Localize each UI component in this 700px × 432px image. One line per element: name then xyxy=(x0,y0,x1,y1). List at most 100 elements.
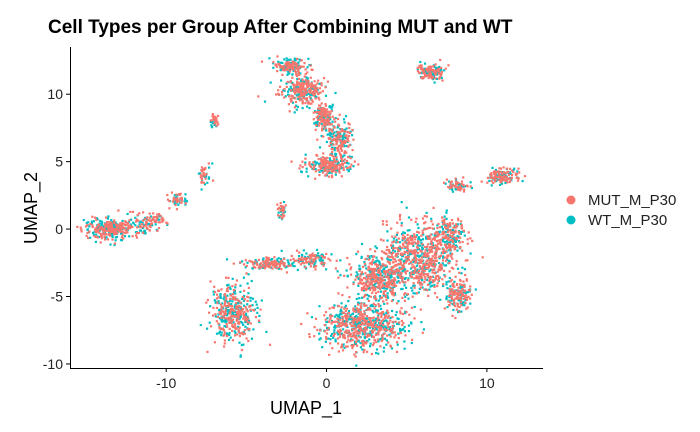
mut-point xyxy=(368,316,371,320)
mut-point xyxy=(425,260,428,263)
mut-point xyxy=(338,331,341,334)
mut-point xyxy=(309,64,312,67)
mut-point xyxy=(421,265,424,268)
mut-point xyxy=(367,280,370,283)
mut-point xyxy=(334,320,337,323)
wt-point xyxy=(197,172,200,175)
mut-point xyxy=(259,266,262,269)
mut-point xyxy=(359,327,362,331)
mut-point xyxy=(338,169,341,172)
wt-point xyxy=(318,338,321,341)
mut-point xyxy=(281,69,284,72)
mut-point xyxy=(387,325,390,328)
mut-point xyxy=(284,62,287,65)
wt-point xyxy=(405,206,408,209)
mut-point xyxy=(451,240,454,243)
mut-point xyxy=(463,188,466,191)
wt-point xyxy=(333,146,336,149)
mut-point xyxy=(204,167,207,170)
mut-point xyxy=(430,239,433,242)
mut-point xyxy=(447,185,450,189)
wt-point xyxy=(141,221,144,225)
mut-point xyxy=(224,300,227,303)
mut-point xyxy=(429,236,432,239)
mut-point xyxy=(459,290,462,293)
mut-point xyxy=(314,111,317,114)
wt-point xyxy=(446,258,449,261)
wt-point xyxy=(449,240,452,243)
wt-point xyxy=(248,319,251,322)
wt-point xyxy=(357,321,360,324)
mut-point xyxy=(380,339,383,342)
mut-point xyxy=(314,265,318,268)
mut-point xyxy=(201,170,204,173)
wt-point xyxy=(269,81,272,84)
mut-point xyxy=(291,96,294,99)
mut-point xyxy=(301,92,304,95)
mut-point xyxy=(401,253,404,256)
mut-point xyxy=(111,238,114,241)
wt-point xyxy=(246,322,250,325)
mut-point xyxy=(457,286,460,289)
mut-point xyxy=(321,163,325,166)
wt-point xyxy=(109,243,112,246)
mut-point xyxy=(206,298,209,302)
mut-point xyxy=(304,266,307,269)
wt-point xyxy=(371,319,374,322)
wt-point xyxy=(307,175,310,178)
wt-point xyxy=(331,146,334,149)
mut-point xyxy=(516,179,520,182)
mut-point xyxy=(340,158,343,161)
mut-point xyxy=(315,123,318,127)
wt-point xyxy=(318,146,322,149)
mut-point xyxy=(223,345,226,348)
mut-point xyxy=(231,329,234,332)
mut-point xyxy=(438,75,441,79)
wt-point xyxy=(365,275,368,278)
mut-point xyxy=(335,136,338,139)
mut-point xyxy=(312,168,315,171)
legend-label-mut: MUT_M_P30 xyxy=(588,192,676,209)
mut-point xyxy=(154,219,157,222)
mut-point xyxy=(407,258,410,261)
mut-point xyxy=(423,245,426,249)
mut-point xyxy=(363,322,366,326)
mut-point xyxy=(432,246,435,249)
wt-point xyxy=(247,292,250,295)
mut-point xyxy=(373,329,376,332)
mut-point xyxy=(215,119,218,122)
mut-point xyxy=(323,256,326,259)
mut-point xyxy=(411,266,414,269)
mut-point xyxy=(325,337,328,341)
mut-point xyxy=(86,224,89,227)
mut-point xyxy=(339,333,342,336)
wt-point xyxy=(184,197,187,200)
mut-point xyxy=(404,292,407,295)
mut-point xyxy=(281,93,284,96)
wt-point xyxy=(105,228,108,231)
wt-point xyxy=(401,233,404,236)
mut-point xyxy=(390,253,393,256)
data-points xyxy=(76,55,527,367)
mut-point xyxy=(331,306,334,309)
mut-point xyxy=(386,260,389,263)
mut-point xyxy=(303,75,306,78)
mut-point xyxy=(333,159,336,162)
wt-point xyxy=(348,155,351,158)
mut-point xyxy=(235,315,238,319)
wt-point xyxy=(374,321,377,324)
mut-point xyxy=(345,313,348,316)
mut-point xyxy=(352,317,355,320)
mut-point xyxy=(420,76,423,80)
wt-point xyxy=(333,149,336,152)
wt-point xyxy=(256,311,259,314)
wt-point xyxy=(440,225,444,228)
wt-point xyxy=(199,172,202,175)
wt-point xyxy=(314,168,317,171)
wt-point xyxy=(377,340,380,343)
mut-point xyxy=(417,251,420,255)
mut-point xyxy=(309,86,312,89)
wt-point xyxy=(286,259,289,262)
mut-point xyxy=(518,171,521,174)
mut-point xyxy=(489,176,492,179)
